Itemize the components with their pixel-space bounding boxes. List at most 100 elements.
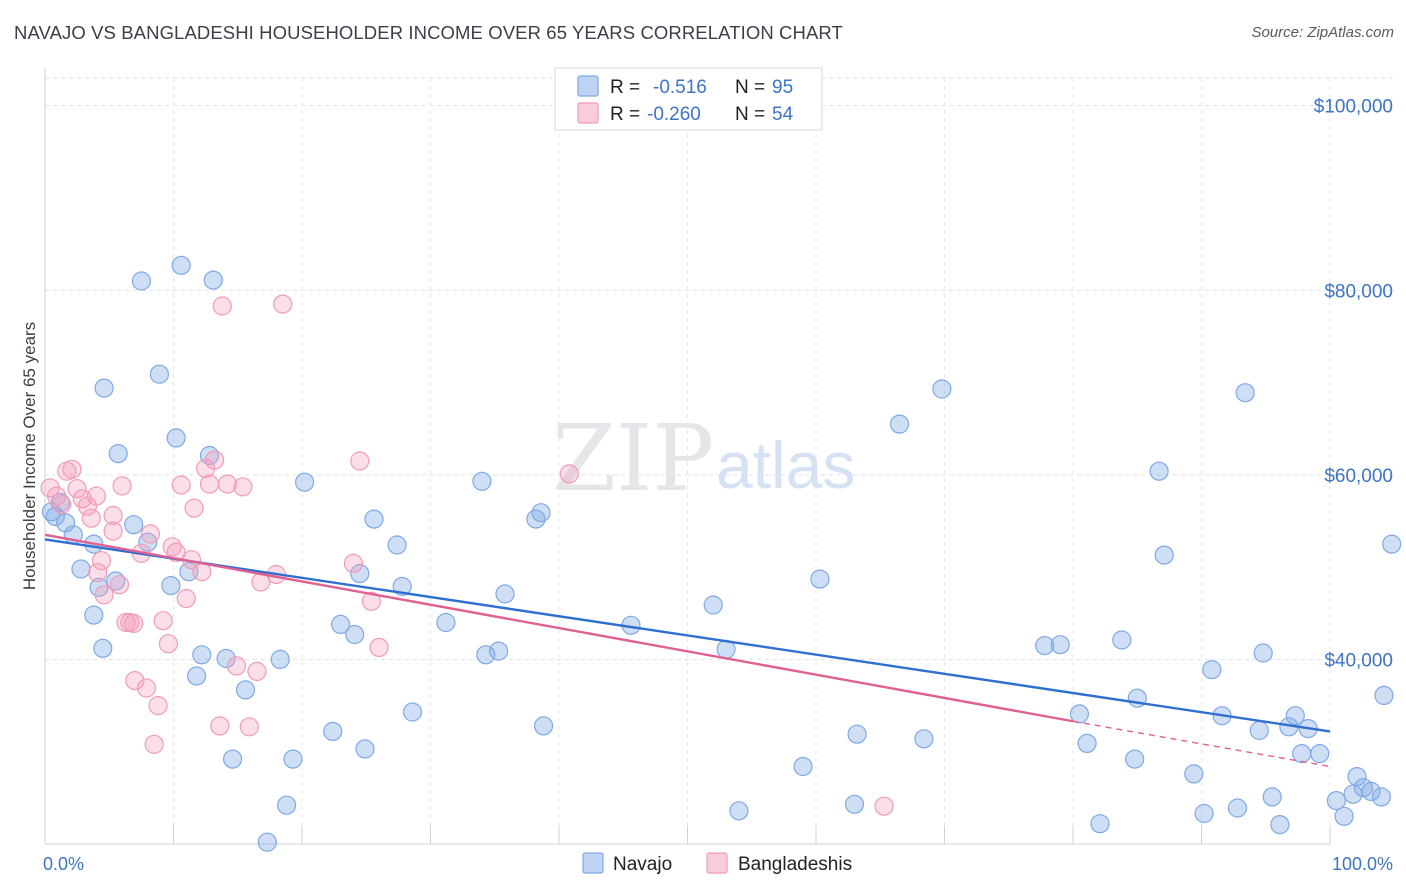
point-navajo-17 bbox=[161, 575, 181, 596]
point-bangladeshis-27 bbox=[158, 634, 178, 654]
point-navajo-3 bbox=[55, 513, 76, 533]
point-navajo-13 bbox=[124, 515, 144, 535]
point-navajo-91 bbox=[1371, 787, 1392, 807]
legend-top: R = -0.516 N = 95 R = -0.260 N = 54 bbox=[554, 67, 823, 131]
point-navajo-62 bbox=[1069, 704, 1090, 724]
watermark-zip: ZIP bbox=[552, 405, 714, 512]
point-navajo-70 bbox=[1184, 764, 1204, 784]
point-navajo-25 bbox=[216, 648, 236, 669]
point-navajo-35 bbox=[345, 624, 365, 645]
point-navajo-36 bbox=[350, 563, 370, 584]
point-bangladeshis-50 bbox=[361, 591, 381, 611]
point-navajo-86 bbox=[1334, 806, 1354, 826]
point-navajo-88 bbox=[1347, 766, 1367, 787]
point-navajo-10 bbox=[93, 638, 113, 658]
point-navajo-61 bbox=[1050, 635, 1070, 655]
point-navajo-18 bbox=[166, 428, 186, 448]
point-bangladeshis-10 bbox=[88, 563, 108, 583]
point-navajo-90 bbox=[1361, 781, 1381, 802]
point-bangladeshis-9 bbox=[86, 486, 107, 506]
point-bangladeshis-30 bbox=[171, 475, 191, 495]
legend-n-label-bangladeshis: N = bbox=[735, 104, 765, 125]
point-bangladeshis-44 bbox=[247, 661, 267, 682]
legend-n-value-bangladeshis: 54 bbox=[772, 104, 794, 125]
point-navajo-69 bbox=[1154, 545, 1174, 565]
point-navajo-79 bbox=[1270, 814, 1290, 835]
series-bangladeshis bbox=[40, 294, 894, 816]
x-tick-labels: 0.0% 100.0% bbox=[43, 854, 1393, 874]
point-navajo-7 bbox=[84, 605, 104, 625]
point-navajo-58 bbox=[914, 729, 934, 749]
watermark: ZIP atlas bbox=[552, 405, 855, 512]
y-axis-label: Householder Income Over 65 years bbox=[20, 322, 39, 590]
point-navajo-43 bbox=[472, 471, 492, 491]
legend-r-value-bangladeshis: -0.260 bbox=[647, 104, 701, 125]
point-navajo-94 bbox=[844, 794, 865, 814]
point-navajo-74 bbox=[1227, 798, 1248, 818]
point-bangladeshis-8 bbox=[81, 508, 101, 528]
point-bangladeshis-37 bbox=[205, 450, 225, 470]
point-navajo-76 bbox=[1249, 720, 1269, 741]
point-bangladeshis-31 bbox=[176, 588, 196, 609]
point-navajo-51 bbox=[703, 595, 723, 615]
point-bangladeshis-2 bbox=[52, 494, 72, 514]
point-bangladeshis-49 bbox=[350, 451, 370, 471]
point-navajo-19 bbox=[171, 255, 191, 275]
point-navajo-77 bbox=[1253, 643, 1273, 663]
legend-r-label-navajo: R = bbox=[610, 77, 640, 98]
point-bangladeshis-53 bbox=[874, 796, 894, 816]
legend-swatch-bangladeshis bbox=[577, 102, 599, 124]
point-bangladeshis-24 bbox=[144, 734, 164, 754]
point-bangladeshis-13 bbox=[103, 521, 123, 541]
point-navajo-92 bbox=[1374, 685, 1394, 706]
point-navajo-26 bbox=[223, 749, 243, 769]
point-navajo-45 bbox=[489, 641, 509, 661]
axes bbox=[44, 68, 1331, 845]
legend-bottom: Navajo Bangladeshis bbox=[582, 852, 852, 875]
point-navajo-9 bbox=[106, 571, 126, 591]
point-bangladeshis-4 bbox=[62, 459, 82, 479]
point-navajo-14 bbox=[131, 271, 151, 291]
point-navajo-48 bbox=[531, 503, 551, 523]
point-navajo-42 bbox=[436, 612, 456, 633]
point-navajo-29 bbox=[270, 649, 290, 670]
legend-bottom-swatch-bangladeshis bbox=[706, 852, 728, 874]
point-bangladeshis-12 bbox=[94, 585, 114, 605]
point-navajo-33 bbox=[323, 721, 343, 742]
y-tick-label-0: $40,000 bbox=[1324, 650, 1393, 671]
data-points bbox=[40, 255, 1402, 852]
point-bangladeshis-40 bbox=[217, 474, 238, 494]
point-navajo-24 bbox=[203, 270, 223, 290]
y-tick-label-1: $60,000 bbox=[1324, 466, 1393, 487]
legend-bottom-label-navajo: Navajo bbox=[613, 854, 672, 875]
point-navajo-63 bbox=[1077, 733, 1097, 754]
point-navajo-56 bbox=[847, 724, 867, 744]
legend-bottom-label-bangladeshis: Bangladeshis bbox=[738, 854, 852, 875]
point-bangladeshis-48 bbox=[343, 553, 363, 574]
point-navajo-39 bbox=[387, 535, 407, 555]
point-navajo-81 bbox=[1285, 706, 1305, 726]
legend-n-value-navajo: 95 bbox=[772, 77, 793, 98]
point-navajo-16 bbox=[149, 364, 169, 384]
point-navajo-41 bbox=[402, 702, 423, 722]
watermark-atlas: atlas bbox=[716, 428, 855, 502]
point-navajo-55 bbox=[810, 569, 830, 589]
point-navajo-31 bbox=[283, 749, 303, 769]
point-bangladeshis-20 bbox=[125, 670, 145, 691]
legend-swatch-navajo bbox=[577, 75, 599, 97]
point-bangladeshis-26 bbox=[153, 611, 173, 631]
point-navajo-5 bbox=[71, 559, 91, 579]
legend-bottom-swatch-navajo bbox=[582, 852, 604, 874]
point-bangladeshis-47 bbox=[273, 294, 293, 314]
point-navajo-27 bbox=[235, 680, 256, 700]
point-navajo-12 bbox=[108, 444, 128, 464]
point-navajo-32 bbox=[295, 472, 315, 492]
point-navajo-47 bbox=[526, 509, 546, 529]
series-navajo bbox=[41, 255, 1402, 852]
point-navajo-71 bbox=[1194, 803, 1214, 824]
point-navajo-64 bbox=[1090, 814, 1110, 834]
point-navajo-34 bbox=[331, 614, 351, 635]
point-navajo-44 bbox=[476, 645, 496, 665]
point-navajo-78 bbox=[1262, 787, 1282, 807]
